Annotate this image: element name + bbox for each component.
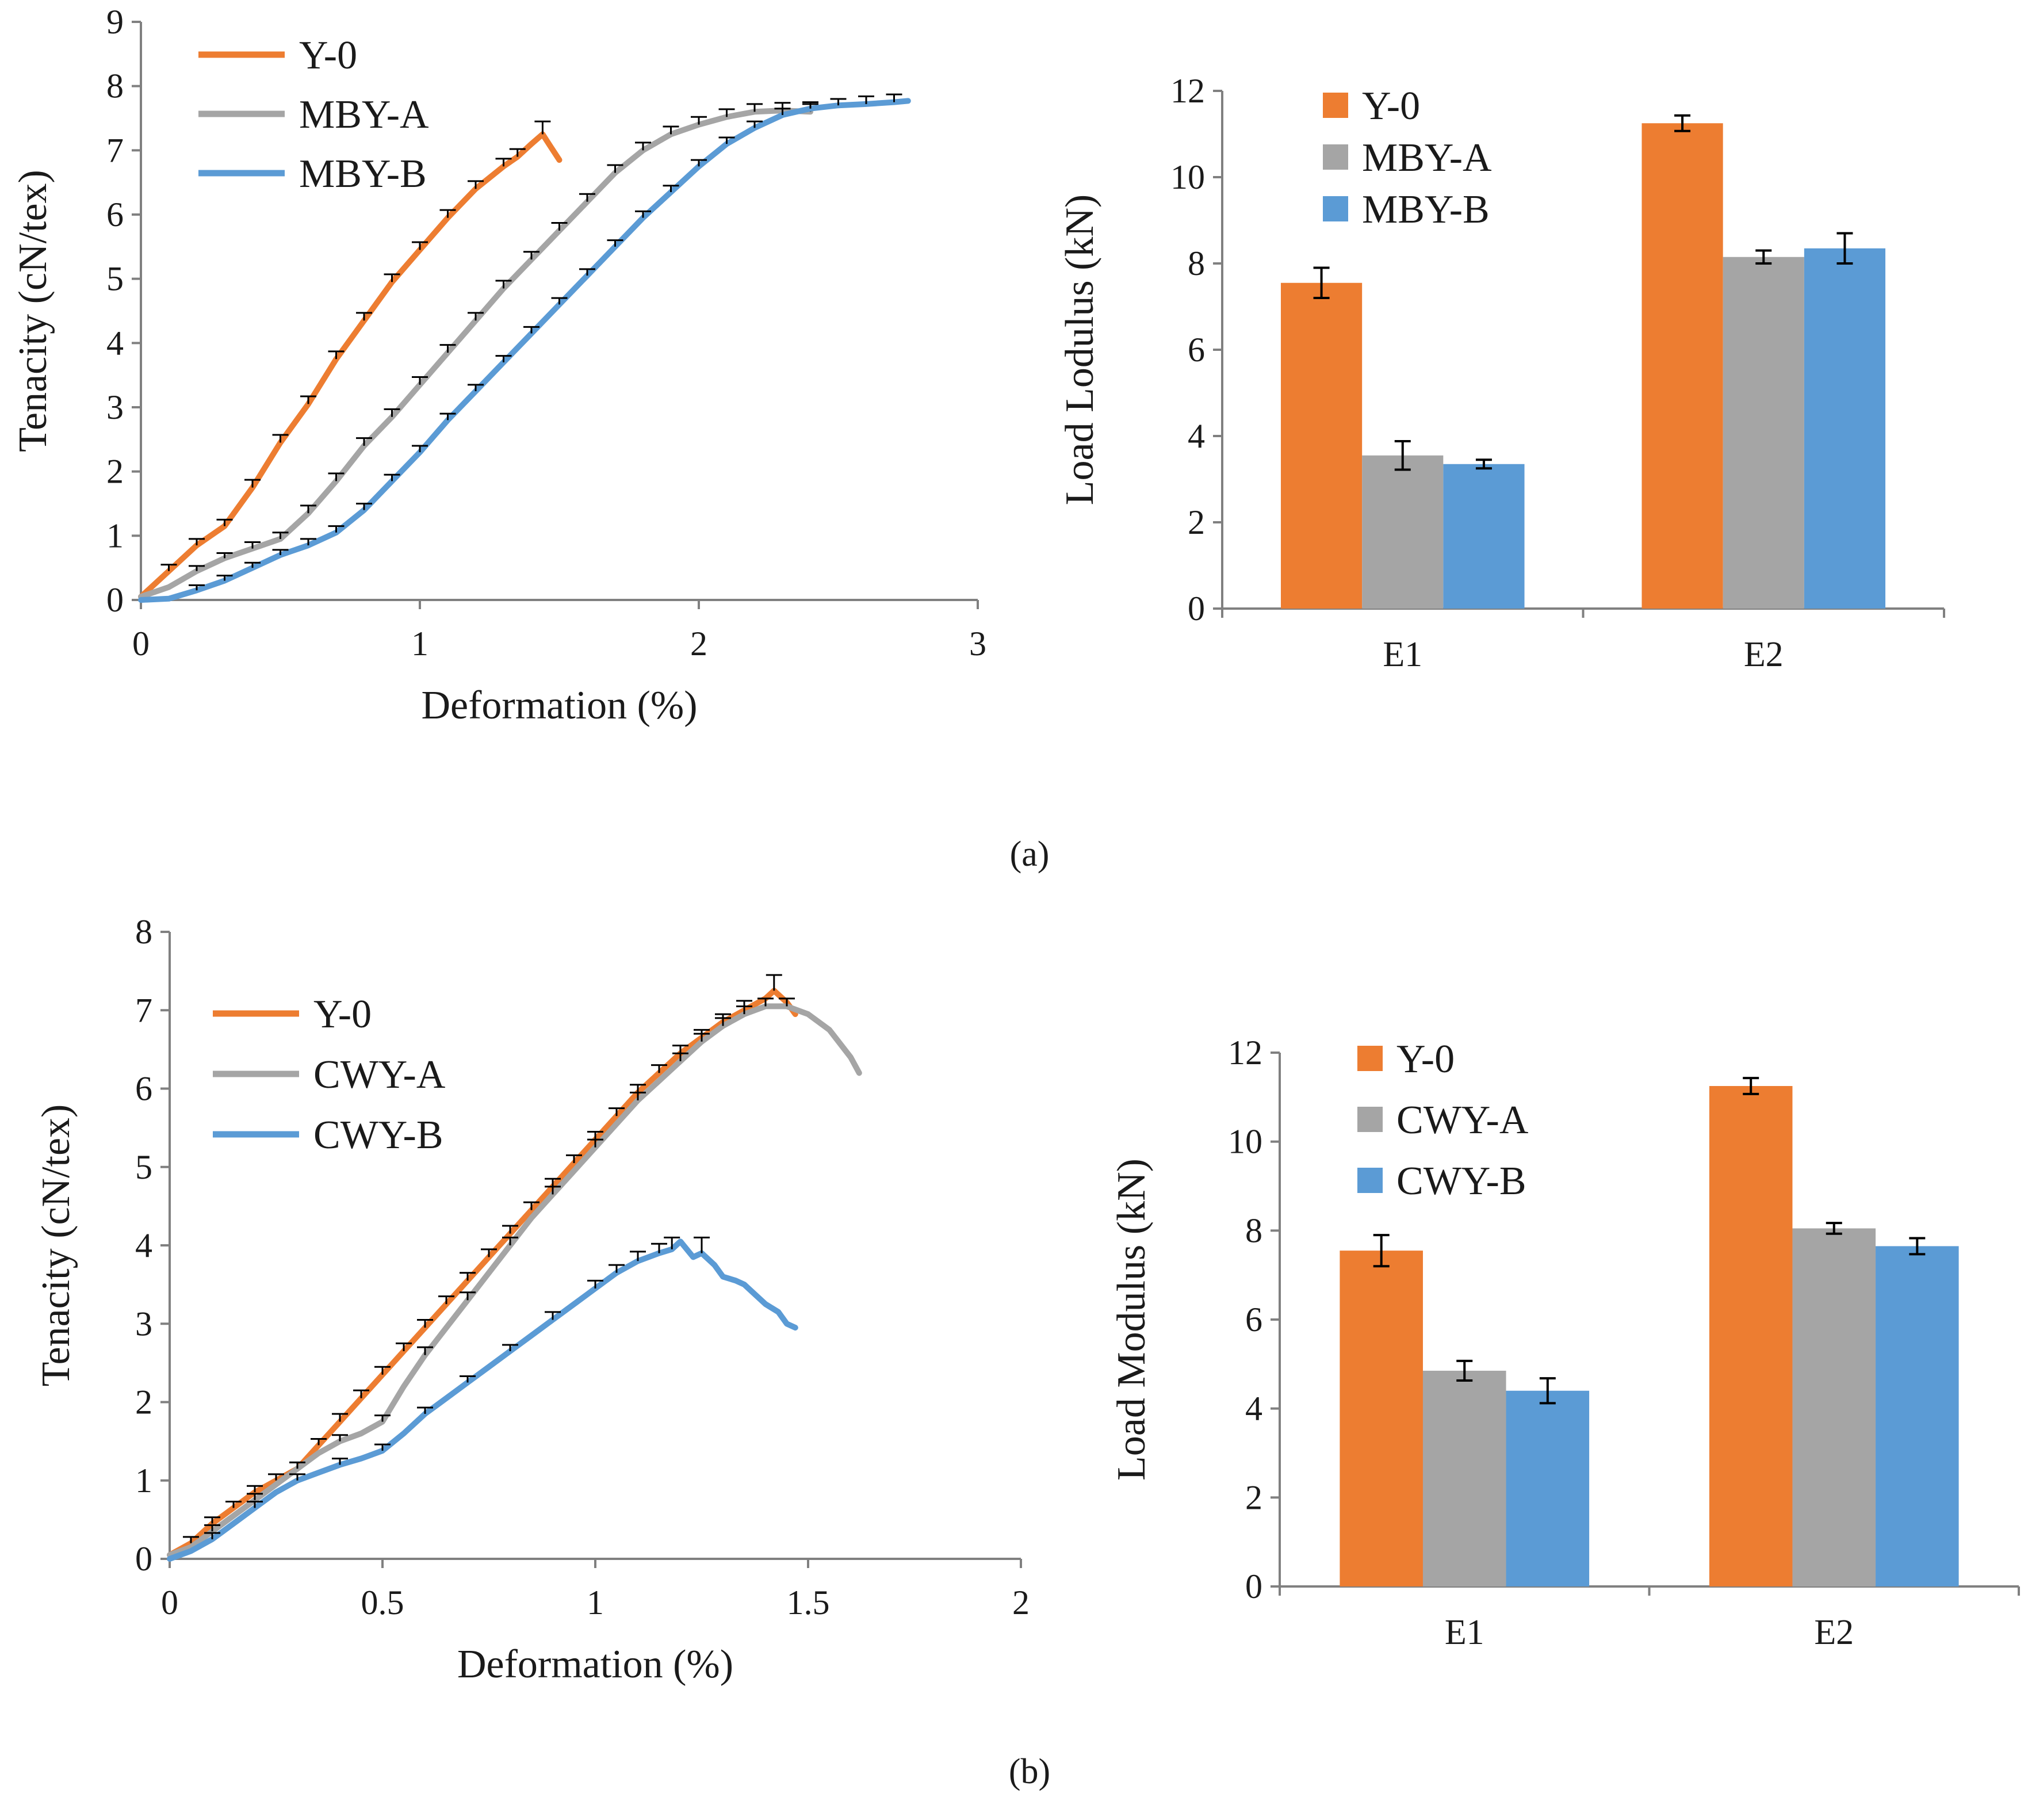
legend-label: CWY-A [313,1053,446,1097]
legend-label: Y-0 [299,33,357,78]
y-tick-label: 4 [1245,1390,1262,1428]
y-tick-label: 8 [135,913,152,951]
y-tick-label: 3 [135,1305,152,1343]
y-tick-label: 8 [1188,244,1205,282]
x-tick-label: 1 [411,625,428,663]
x-category-label: E2 [1814,1613,1854,1652]
bar-cwy-a-e1 [1422,1370,1506,1586]
legend-label: MBY-A [299,93,429,137]
y-tick-label: 9 [106,3,124,41]
y-tick-label: 4 [1188,417,1205,455]
y-axis-title: Load Modulus (kN) [1109,1158,1154,1481]
legend-swatch-mby-a [1323,144,1348,170]
y-tick-label: 7 [106,131,124,169]
y-tick-label: 2 [1245,1478,1262,1516]
caption-a: (a) [1009,835,1050,874]
y-tick-label: 7 [135,991,152,1029]
legend-label: Y-0 [1362,84,1420,128]
caption-b: (b) [1008,1752,1051,1791]
y-tick-label: 6 [1188,331,1205,369]
series-line-cwy-a [167,1003,862,1558]
figure-b-bar-panel: 0 2 4 6 8 10 12 E1 E2 Load Modulus (kN) Y-0 CWY-A CW… [1081,897,2028,1743]
legend-label: Y-0 [1396,1037,1455,1081]
y-tick-label: 6 [1245,1301,1262,1339]
legend-label: MBY-B [299,152,427,196]
legend-swatch-mby-b [1323,196,1348,221]
figure-a-bar-panel: 0 2 4 6 8 10 12 E1 E2 Load Lodulus (kN) Y-0 MBY-A MB… [1012,0,2028,782]
tenacity-line-chart-a: 0 1 2 3 4 5 6 7 8 9 0 1 2 3 Deformation (%) Tenacity (c… [11,3,986,728]
y-axis-title: Tenacity (cN/tex) [11,170,55,452]
y-axis-title: Tenacity (cN/tex) [34,1104,78,1387]
y-tick-label: 2 [106,453,124,491]
bar-cwy-b-e2 [1876,1246,1959,1586]
x-category-label: E1 [1383,635,1422,674]
y-tick-label: 5 [135,1148,152,1186]
bar-mby-a-e2 [1723,257,1804,609]
bar-mby-a-e1 [1362,455,1444,609]
bar-mby-b-e2 [1804,248,1886,609]
legend-label: CWY-A [1396,1098,1529,1142]
y-tick-label: 10 [1170,158,1205,196]
series-line-mby-a [138,108,813,600]
y-tick-label: 0 [135,1540,152,1578]
y-tick-label: 12 [1228,1034,1262,1072]
figure-b-line-panel: 0 1 2 3 4 5 6 7 8 0 0.5 1 1.5 2 Deformation (%) Tenacit… [0,897,1081,1743]
legend-swatch-cwy-a [1357,1107,1383,1132]
bar-y-0-e1 [1340,1251,1423,1586]
legend-swatch-cwy-b [1357,1168,1383,1193]
y-tick-label: 8 [106,67,124,105]
y-tick-label: 8 [1245,1211,1262,1249]
load-modulus-bar-chart-b: 0 2 4 6 8 10 12 E1 E2 Load Modulus (kN) Y-0 CWY-A CW… [1109,1034,2020,1652]
x-axis-title: Deformation (%) [421,683,697,728]
tenacity-line-chart-b: 0 1 2 3 4 5 6 7 8 0 0.5 1 1.5 2 Deformation (%) Tenacit… [34,913,1030,1687]
y-tick-label: 10 [1228,1123,1262,1161]
x-axis-title: Deformation (%) [457,1642,733,1687]
legend-label: MBY-A [1362,136,1492,180]
y-tick-label: 2 [135,1383,152,1421]
bar-mby-b-e1 [1443,464,1525,609]
y-tick-label: 3 [106,388,124,426]
legend-swatch-y-0 [1323,93,1348,118]
y-tick-label: 4 [106,324,124,362]
x-category-label: E1 [1445,1613,1484,1652]
x-tick-label: 3 [969,625,986,663]
legend-label: CWY-B [1396,1159,1526,1203]
x-tick-label: 0 [132,625,150,663]
y-tick-label: 6 [135,1070,152,1108]
legend-swatch-y-0 [1357,1046,1383,1071]
y-axis-title: Load Lodulus (kN) [1058,194,1102,505]
y-tick-label: 2 [1188,503,1205,541]
legend-label: Y-0 [313,992,372,1037]
y-tick-label: 1 [106,517,124,555]
y-tick-label: 1 [135,1462,152,1500]
bar-y-0-e1 [1280,282,1363,609]
x-tick-label: 0 [161,1584,178,1622]
series-line-y-0 [138,131,563,600]
y-tick-label: 4 [135,1226,152,1264]
y-tick-label: 12 [1170,72,1205,110]
bar-y-0-e2 [1709,1086,1793,1586]
bar-cwy-a-e2 [1792,1228,1876,1586]
x-tick-label: 2 [690,625,707,663]
figure-a-line-panel: 0 1 2 3 4 5 6 7 8 9 0 1 2 3 Deformation (%) Tenacity (c… [0,0,1012,782]
x-tick-label: 0.5 [361,1584,404,1622]
x-tick-label: 1.5 [787,1584,830,1622]
y-tick-label: 0 [106,581,124,619]
y-tick-label: 5 [106,260,124,298]
x-category-label: E2 [1744,635,1784,674]
legend-label: CWY-B [313,1113,443,1157]
x-tick-label: 1 [587,1584,604,1622]
y-tick-label: 0 [1245,1567,1262,1605]
x-tick-label: 2 [1012,1584,1030,1622]
bar-cwy-b-e1 [1506,1390,1590,1586]
y-tick-label: 0 [1188,590,1205,628]
legend-label: MBY-B [1362,188,1490,232]
bar-y-0-e2 [1641,123,1723,609]
series-line-mby-b [138,98,911,603]
load-modulus-bar-chart-a: 0 2 4 6 8 10 12 E1 E2 Load Lodulus (kN) Y-0 MBY-A MB… [1058,72,1945,674]
y-tick-label: 6 [106,196,124,234]
series-line-cwy-b [167,1238,798,1562]
